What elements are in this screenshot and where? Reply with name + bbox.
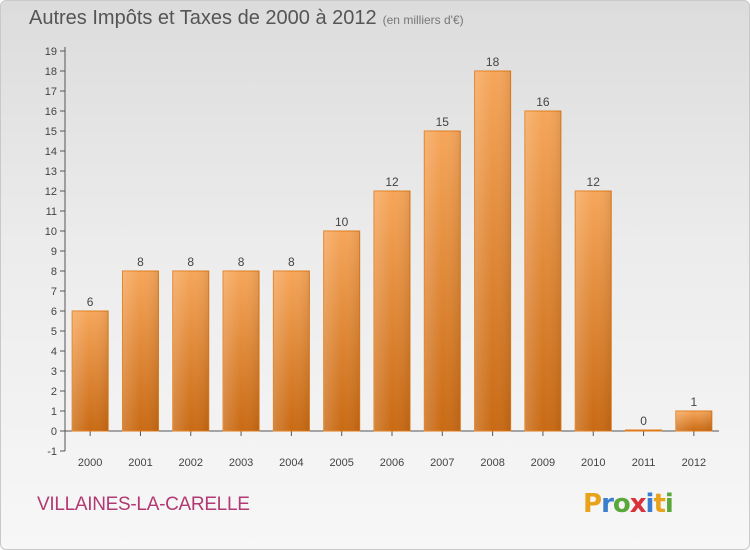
bar-shade-2002: [172, 271, 209, 431]
proxiti-logo: Proxiti: [583, 489, 674, 519]
chart-title: Autres Impôts et Taxes de 2000 à 2012: [29, 7, 377, 29]
y-tick-label: 13: [45, 166, 57, 178]
data-label-2009: 16: [536, 95, 550, 109]
data-label-2002: 8: [187, 255, 194, 269]
data-label-2001: 8: [137, 255, 144, 269]
data-label-2007: 15: [436, 115, 450, 129]
y-tick-label: 7: [51, 286, 57, 298]
x-tick-label: 2010: [581, 457, 605, 469]
data-label-2010: 12: [587, 175, 601, 189]
chart-bars: [71, 70, 713, 432]
y-tick-label: 3: [51, 366, 57, 378]
y-tick-label: 6: [51, 306, 57, 318]
y-tick-label: 1: [51, 406, 57, 418]
bar-shade-2009: [524, 111, 561, 431]
bar-shade-2005: [323, 231, 360, 431]
logo-letter: t: [653, 489, 665, 519]
x-tick-label: 2005: [329, 457, 353, 469]
y-tick-label: 15: [45, 126, 57, 138]
x-tick-label: 2000: [78, 457, 102, 469]
bar-shade-2008: [474, 71, 511, 431]
x-tick-label: 2006: [380, 457, 404, 469]
bar-shade-2006: [374, 191, 410, 431]
commune-name: VILLAINES-LA-CARELLE: [37, 494, 250, 515]
data-label-2005: 10: [335, 215, 349, 229]
data-label-2011: 0: [640, 414, 647, 428]
y-tick-label: -1: [47, 446, 57, 458]
bar-shade-2001: [122, 271, 159, 431]
x-tick-label: 2001: [128, 457, 152, 469]
y-tick-label: 8: [51, 266, 57, 278]
bar-shade-2010: [575, 191, 612, 431]
x-tick-label: 2011: [632, 457, 656, 469]
logo-letter: o: [612, 489, 631, 519]
x-tick-label: 2009: [531, 457, 555, 469]
chart-subtitle: (en milliers d'€): [382, 13, 464, 27]
y-tick-label: 5: [51, 326, 57, 338]
x-tick-label: 2007: [430, 457, 454, 469]
logo-letter: x: [629, 489, 647, 519]
logo-letter: r: [601, 489, 614, 519]
data-label-2004: 8: [288, 255, 295, 269]
y-tick-label: 11: [46, 206, 57, 218]
chart-title-row: Autres Impôts et Taxes de 2000 à 2012 (en…: [29, 7, 464, 30]
y-tick-label: 14: [45, 146, 57, 158]
logo-letter: i: [645, 489, 655, 519]
logo-letter: i: [664, 489, 674, 519]
y-tick-label: 2: [51, 386, 57, 398]
bar-shade-2012: [675, 411, 712, 431]
logo-letter: P: [583, 489, 602, 519]
data-label-2008: 18: [486, 55, 500, 69]
y-tick-label: 0: [51, 426, 57, 438]
data-label-2003: 8: [238, 255, 245, 269]
bar-2011: [625, 429, 663, 432]
x-tick-label: 2002: [179, 457, 203, 469]
data-label-2000: 6: [87, 295, 94, 309]
bar-shade-2007: [424, 131, 461, 431]
bar-shade-2000: [72, 311, 109, 431]
y-tick-label: 9: [51, 246, 57, 258]
bar-shade-2004: [273, 271, 310, 431]
y-tick-label: 16: [45, 106, 57, 118]
data-label-2006: 12: [385, 175, 399, 189]
data-label-2012: 1: [691, 395, 698, 409]
y-tick-label: 12: [45, 186, 57, 198]
chart-labels: 2000620018200282003820048200510200612200…: [78, 55, 706, 469]
y-tick-label: 10: [45, 226, 57, 238]
x-tick-label: 2003: [229, 457, 253, 469]
y-tick-label: 4: [51, 346, 57, 358]
y-tick-label: 17: [45, 86, 57, 98]
x-tick-label: 2012: [682, 457, 706, 469]
y-tick-label: 18: [45, 66, 57, 78]
bar-shade-2003: [223, 271, 260, 431]
x-tick-label: 2004: [279, 457, 303, 469]
y-tick-label: 19: [45, 46, 57, 58]
x-tick-label: 2008: [480, 457, 504, 469]
